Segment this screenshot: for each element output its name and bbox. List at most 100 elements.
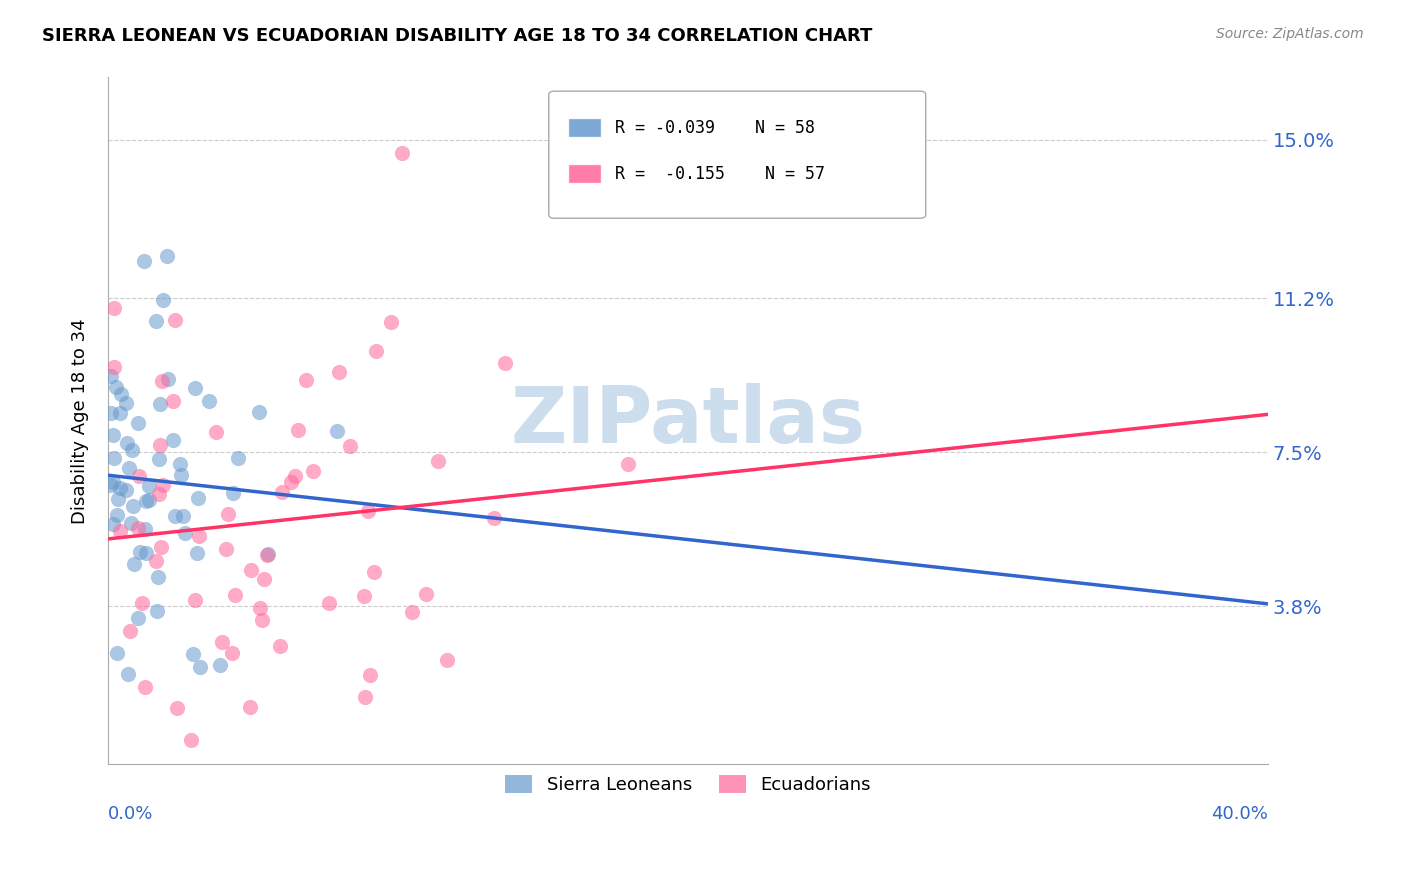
Point <box>169 458 191 472</box>
Point <box>326 424 349 438</box>
Point <box>198 394 221 409</box>
Text: 40.0%: 40.0% <box>1211 805 1268 823</box>
Bar <box>568 164 600 183</box>
Point <box>170 467 193 482</box>
Text: R = -0.039    N = 58: R = -0.039 N = 58 <box>614 119 815 136</box>
Point <box>228 451 250 466</box>
Bar <box>568 118 600 137</box>
Point <box>359 668 381 682</box>
Point <box>401 605 423 619</box>
Point <box>256 548 278 562</box>
Point <box>108 482 131 496</box>
Point <box>240 563 263 577</box>
Point <box>253 572 276 586</box>
Point <box>152 374 174 388</box>
Point <box>301 464 323 478</box>
Point <box>120 516 142 530</box>
Point <box>108 524 131 539</box>
Point <box>224 588 246 602</box>
Point <box>103 450 125 465</box>
Point <box>247 404 270 418</box>
Point <box>183 647 205 661</box>
Point <box>149 438 172 452</box>
Point <box>249 601 271 615</box>
Point <box>121 443 143 458</box>
Point <box>157 372 180 386</box>
Text: Source: ZipAtlas.com: Source: ZipAtlas.com <box>1216 27 1364 41</box>
Point <box>162 434 184 448</box>
Point <box>100 369 122 384</box>
Point <box>415 587 437 601</box>
Point <box>122 500 145 514</box>
Point <box>115 435 138 450</box>
Text: SIERRA LEONEAN VS ECUADORIAN DISABILITY AGE 18 TO 34 CORRELATION CHART: SIERRA LEONEAN VS ECUADORIAN DISABILITY … <box>42 27 873 45</box>
Point <box>148 570 170 584</box>
Point <box>184 592 207 607</box>
Point <box>328 365 350 379</box>
Point <box>339 439 361 453</box>
Point <box>145 554 167 568</box>
Point <box>127 521 149 535</box>
Point <box>162 394 184 409</box>
Point <box>295 373 318 387</box>
Point <box>115 483 138 497</box>
Point <box>252 613 274 627</box>
Point <box>221 646 243 660</box>
Point <box>187 491 209 505</box>
Point <box>166 701 188 715</box>
Point <box>239 699 262 714</box>
Point <box>128 545 150 559</box>
Point <box>134 680 156 694</box>
Point <box>222 486 245 500</box>
Point <box>174 525 197 540</box>
FancyBboxPatch shape <box>548 91 925 219</box>
Text: R =  -0.155    N = 57: R = -0.155 N = 57 <box>614 165 825 183</box>
Point <box>138 479 160 493</box>
Point <box>152 293 174 307</box>
Point <box>353 589 375 603</box>
Point <box>103 359 125 374</box>
Point <box>135 493 157 508</box>
Point <box>117 666 139 681</box>
Point <box>127 610 149 624</box>
Point <box>270 484 292 499</box>
Point <box>105 508 128 522</box>
Point <box>148 487 170 501</box>
Point <box>494 355 516 369</box>
Point <box>122 557 145 571</box>
Point <box>128 469 150 483</box>
Point <box>115 396 138 410</box>
Point <box>108 406 131 420</box>
Point <box>100 478 122 492</box>
Point <box>150 540 173 554</box>
Point <box>280 475 302 489</box>
Point <box>131 597 153 611</box>
Point <box>257 547 280 561</box>
Point <box>284 469 307 483</box>
Point <box>188 529 211 543</box>
Text: ZIPatlas: ZIPatlas <box>510 383 866 458</box>
Point <box>107 492 129 507</box>
Point <box>211 635 233 649</box>
Point <box>148 451 170 466</box>
Point <box>215 542 238 557</box>
Point <box>427 454 450 468</box>
Point <box>184 381 207 395</box>
Point <box>101 427 124 442</box>
Point <box>163 313 186 327</box>
Point <box>391 145 413 160</box>
Point <box>186 546 208 560</box>
Point <box>287 423 309 437</box>
Point <box>146 604 169 618</box>
Point <box>436 653 458 667</box>
Point <box>110 387 132 401</box>
Point <box>152 477 174 491</box>
Point <box>363 566 385 580</box>
Point <box>132 254 155 268</box>
Point <box>104 380 127 394</box>
Point <box>188 660 211 674</box>
Point <box>100 406 122 420</box>
Point <box>138 493 160 508</box>
Point <box>209 657 232 672</box>
Point <box>103 301 125 315</box>
